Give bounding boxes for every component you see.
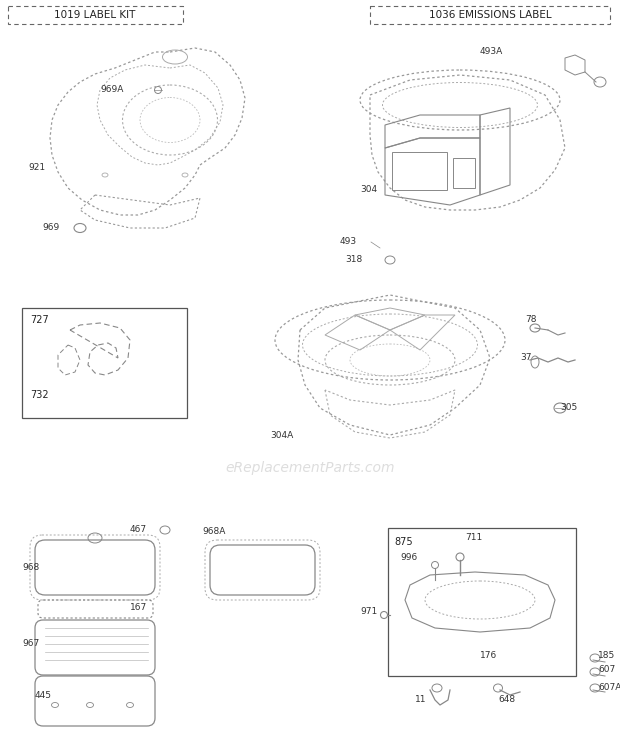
- Text: 1036 EMISSIONS LABEL: 1036 EMISSIONS LABEL: [428, 10, 551, 20]
- Text: 11: 11: [415, 696, 427, 705]
- Text: 921: 921: [28, 164, 45, 173]
- Text: 969A: 969A: [100, 86, 123, 94]
- Text: 967: 967: [22, 638, 39, 647]
- Text: 711: 711: [465, 533, 482, 542]
- Text: 607A: 607A: [598, 684, 620, 693]
- Text: 318: 318: [345, 255, 362, 265]
- Text: 305: 305: [560, 403, 577, 412]
- Text: 37: 37: [520, 353, 531, 362]
- Text: 176: 176: [480, 650, 497, 659]
- Text: 968A: 968A: [202, 527, 226, 536]
- Text: 467: 467: [130, 525, 147, 534]
- Bar: [22, 308, 187, 418]
- Text: 78: 78: [525, 315, 536, 324]
- Text: 969: 969: [42, 223, 60, 232]
- Bar: [392, 152, 447, 190]
- Text: 971: 971: [360, 608, 377, 617]
- Text: 493: 493: [340, 237, 357, 246]
- Text: 727: 727: [30, 315, 49, 325]
- Text: 1019 LABEL KIT: 1019 LABEL KIT: [55, 10, 136, 20]
- Bar: [453, 158, 475, 188]
- Text: 607: 607: [598, 665, 615, 675]
- Text: 996: 996: [400, 554, 417, 562]
- Text: 167: 167: [130, 603, 148, 612]
- Text: 185: 185: [598, 650, 615, 659]
- Text: 968: 968: [22, 563, 39, 572]
- Text: 732: 732: [30, 390, 48, 400]
- Text: 875: 875: [394, 537, 413, 547]
- Text: 493A: 493A: [480, 48, 503, 57]
- Text: eReplacementParts.com: eReplacementParts.com: [225, 461, 395, 475]
- Text: 648: 648: [498, 696, 515, 705]
- Text: 304A: 304A: [270, 431, 293, 440]
- Bar: [370, 6, 610, 24]
- Text: 304: 304: [360, 185, 377, 194]
- Bar: [388, 528, 576, 676]
- Bar: [8, 6, 183, 24]
- Text: 445: 445: [35, 690, 52, 699]
